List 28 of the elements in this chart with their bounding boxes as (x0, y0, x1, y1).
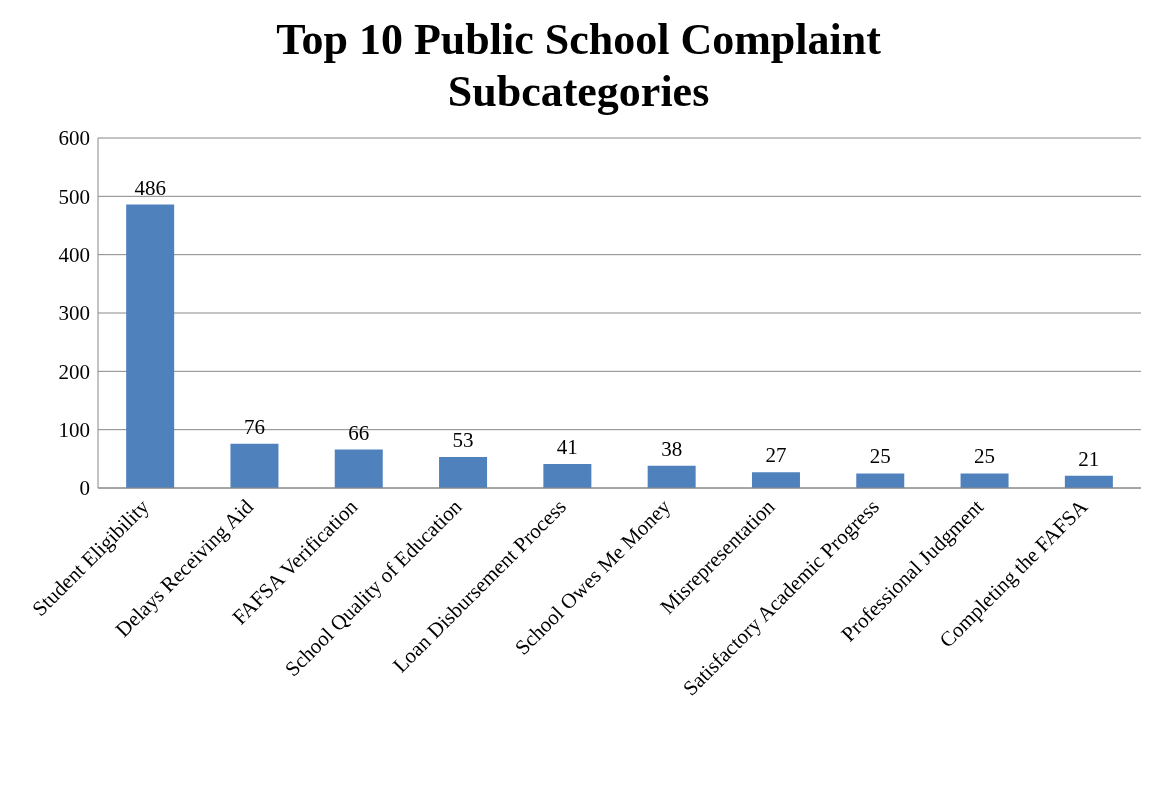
data-label: 27 (765, 443, 787, 468)
data-label: 486 (134, 175, 166, 200)
bar (647, 465, 696, 488)
data-label: 66 (348, 420, 370, 445)
data-label: 25 (869, 444, 891, 469)
bar (543, 464, 592, 488)
bar (334, 449, 383, 488)
bar (230, 443, 279, 488)
y-tick-label: 400 (58, 243, 90, 268)
y-tick-label: 300 (58, 301, 90, 326)
data-label: 53 (452, 428, 474, 453)
data-label: 25 (974, 444, 996, 469)
bar (751, 472, 800, 488)
data-label: 21 (1078, 446, 1100, 471)
y-tick-label: 100 (58, 418, 90, 443)
y-tick-label: 600 (58, 126, 90, 151)
chart-title: Top 10 Public School Complaint Subcategories (275, 14, 882, 118)
bar (856, 473, 905, 488)
data-label: 41 (556, 435, 578, 460)
bar (1064, 475, 1113, 488)
y-tick-label: 500 (58, 184, 90, 209)
y-tick-label: 0 (79, 476, 90, 501)
y-tick-label: 200 (58, 359, 90, 384)
data-label: 76 (243, 414, 265, 439)
data-label: 38 (661, 436, 683, 461)
bar (126, 204, 175, 488)
bar (960, 473, 1009, 488)
bar (439, 457, 488, 488)
